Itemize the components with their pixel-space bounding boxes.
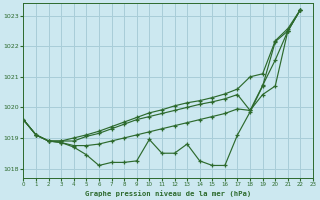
X-axis label: Graphe pression niveau de la mer (hPa): Graphe pression niveau de la mer (hPa) xyxy=(85,190,251,197)
